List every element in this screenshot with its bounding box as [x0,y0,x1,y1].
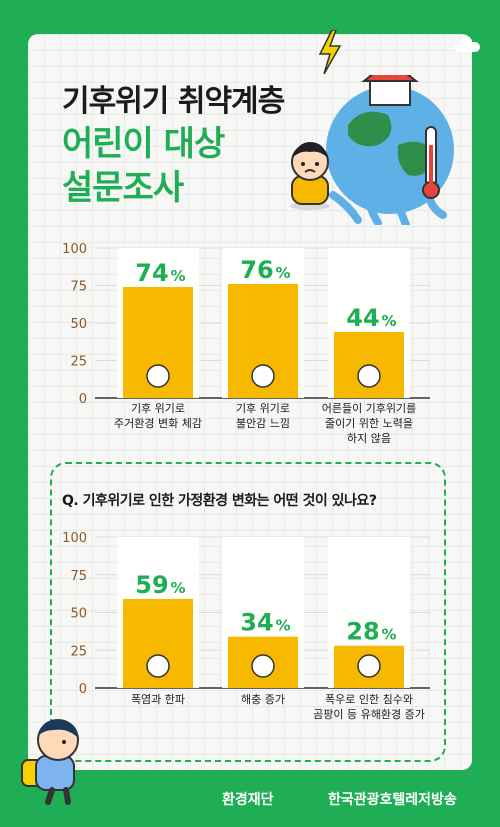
category-label: 어른들이 기후위기를 [322,402,417,415]
category-label: 줄이기 위한 노력을 [325,417,413,430]
y-tick-label: 50 [70,317,87,332]
question-section-frame [50,462,446,762]
category-label: 해충 증가 [241,692,285,706]
category-label: 주거환경 변화 체감 [114,417,202,430]
y-tick-label: 100 [62,531,87,546]
y-tick-label: 0 [79,392,87,407]
title-line-2: 어린이 대상 [62,124,225,164]
y-tick-label: 100 [62,242,87,257]
category-label: 폭우로 인한 침수와 [325,693,413,706]
y-tick-label: 50 [70,607,87,622]
category-label: 하지 않음 [347,431,391,445]
data-label: 59 [135,571,168,599]
data-label-unit: % [170,267,185,285]
category-label: 기후 위기로 [131,402,185,415]
data-label: 28 [346,618,379,646]
thermometer-icon [146,654,170,678]
data-label-unit: % [381,312,396,330]
house-icon [146,364,170,388]
thumbs-down-phone-icon [357,364,381,388]
footer-org-2: 한국관광호텔레저방송 [328,792,457,808]
worried-face-icon [251,364,275,388]
scared-child-icon [290,142,330,210]
question-title: Q. 기후위기로 인한 가정환경 변화는 어떤 것이 있나요? [62,493,377,509]
data-label: 76 [240,256,273,284]
y-tick-label: 75 [70,280,87,295]
y-tick-label: 25 [70,644,87,659]
mold-magnifier-icon [357,654,381,678]
bug-icon [251,654,275,678]
data-label-unit: % [275,617,290,635]
y-tick-label: 75 [70,569,87,584]
y-tick-label: 0 [79,682,87,697]
category-label: 곰팡이 등 유해환경 증가 [313,707,425,721]
category-label: 기후 위기로 [236,402,290,415]
title-line-1: 기후위기 취약계층 [62,84,285,119]
cloud-icon [454,36,480,52]
y-tick-label: 25 [70,355,87,370]
walking-child-icon [21,719,79,805]
lightning-icon [318,30,342,74]
melting-globe-icon [326,75,454,225]
data-label-unit: % [170,579,185,597]
data-label: 74 [135,259,168,287]
data-label: 34 [240,609,273,637]
footer-org-1: 환경재단 [222,792,274,808]
title-line-3: 설문조사 [62,168,184,208]
data-label: 44 [346,304,379,332]
data-label-unit: % [381,626,396,644]
category-label: 폭염과 한파 [131,693,185,706]
category-label: 불안감 느낌 [236,417,290,430]
data-label-unit: % [275,264,290,282]
